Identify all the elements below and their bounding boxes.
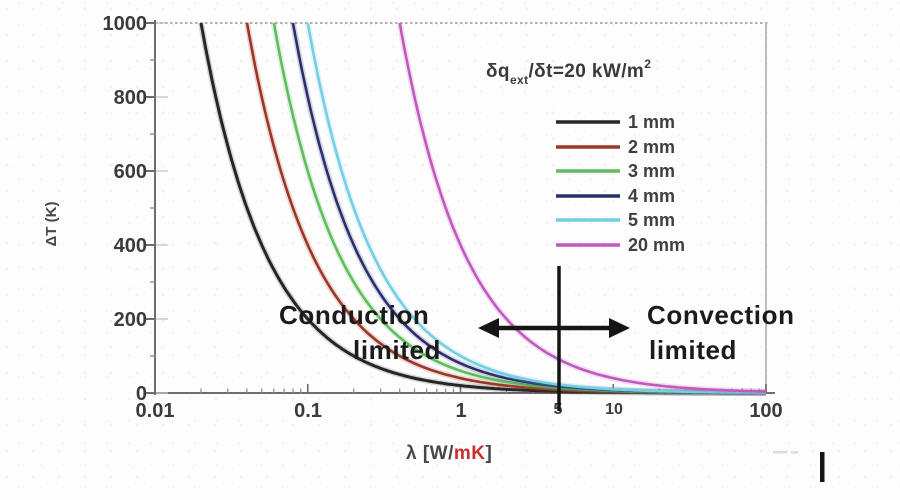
region-label-convection: Convection	[647, 300, 795, 330]
x-tick-label: 0.1	[294, 400, 322, 422]
x-tick-label: 1	[455, 400, 466, 422]
x-axis-title: λ [W/mK]	[406, 443, 492, 464]
arrow-head-right	[609, 318, 630, 338]
annotation-middle: /δt=20 kW/m	[528, 61, 644, 82]
annotation-superscript: 2	[644, 57, 651, 71]
y-tick-label: 400	[114, 235, 147, 257]
legend-label: 5 mm	[628, 210, 675, 230]
arrow-head-left	[478, 318, 499, 338]
x-tick-label: 10	[605, 401, 623, 418]
y-tick-label: 0	[136, 383, 147, 405]
legend-label: 20 mm	[628, 235, 685, 255]
annotation-base: δq	[486, 61, 510, 82]
x-axis-title-highlight: mK	[454, 443, 486, 464]
curve-5mm	[306, 22, 766, 394]
x-tick-label: 0.01	[136, 400, 175, 422]
artifact-smudge	[773, 451, 787, 454]
legend-item: 20 mm	[556, 235, 685, 255]
y-tick-label: 1000	[103, 13, 148, 35]
legend-label: 1 mm	[628, 112, 675, 132]
region-label-convection-limited: limited	[649, 335, 737, 365]
x-tick-label: 100	[749, 400, 782, 422]
region-label-conduction-limited: limited	[353, 335, 441, 365]
legend-item: 1 mm	[556, 112, 675, 132]
legend-item: 4 mm	[556, 186, 675, 206]
y-axis-title: ΔT (K)	[43, 202, 60, 247]
artifact-smudge	[791, 451, 798, 454]
x-axis-title-suffix: ]	[486, 443, 493, 464]
text-cursor-mark	[820, 452, 825, 482]
region-labels: Conduction limited Convection limited	[279, 300, 795, 365]
y-tick-label: 200	[114, 309, 147, 331]
heat-flux-annotation: δqext/δt=20 kW/m2	[486, 57, 651, 87]
y-tick-labels: 1000 800 600 400 200 0	[103, 13, 148, 405]
legend-label: 3 mm	[628, 161, 675, 181]
legend-item: 3 mm	[556, 161, 675, 181]
double-arrow-icon	[478, 318, 630, 338]
x-tick-labels: 0.01 0.1 1 5 10 100	[136, 400, 783, 422]
legend-item: 5 mm	[556, 210, 675, 230]
legend-label: 4 mm	[628, 186, 675, 206]
legend-label: 2 mm	[628, 137, 675, 157]
data-curves	[198, 22, 767, 396]
artifacts	[773, 451, 825, 482]
legend-item: 2 mm	[556, 137, 675, 157]
annotation-subscript: ext	[510, 73, 529, 87]
region-label-conduction: Conduction	[279, 300, 429, 330]
legend: 1 mm 2 mm 3 mm 4 mm 5 mm 20 mm	[556, 112, 685, 255]
y-tick-label: 800	[114, 87, 147, 109]
x-axis-title-prefix: λ [W/	[406, 443, 454, 464]
curve-20mm	[398, 22, 766, 393]
y-tick-label: 600	[114, 161, 147, 183]
